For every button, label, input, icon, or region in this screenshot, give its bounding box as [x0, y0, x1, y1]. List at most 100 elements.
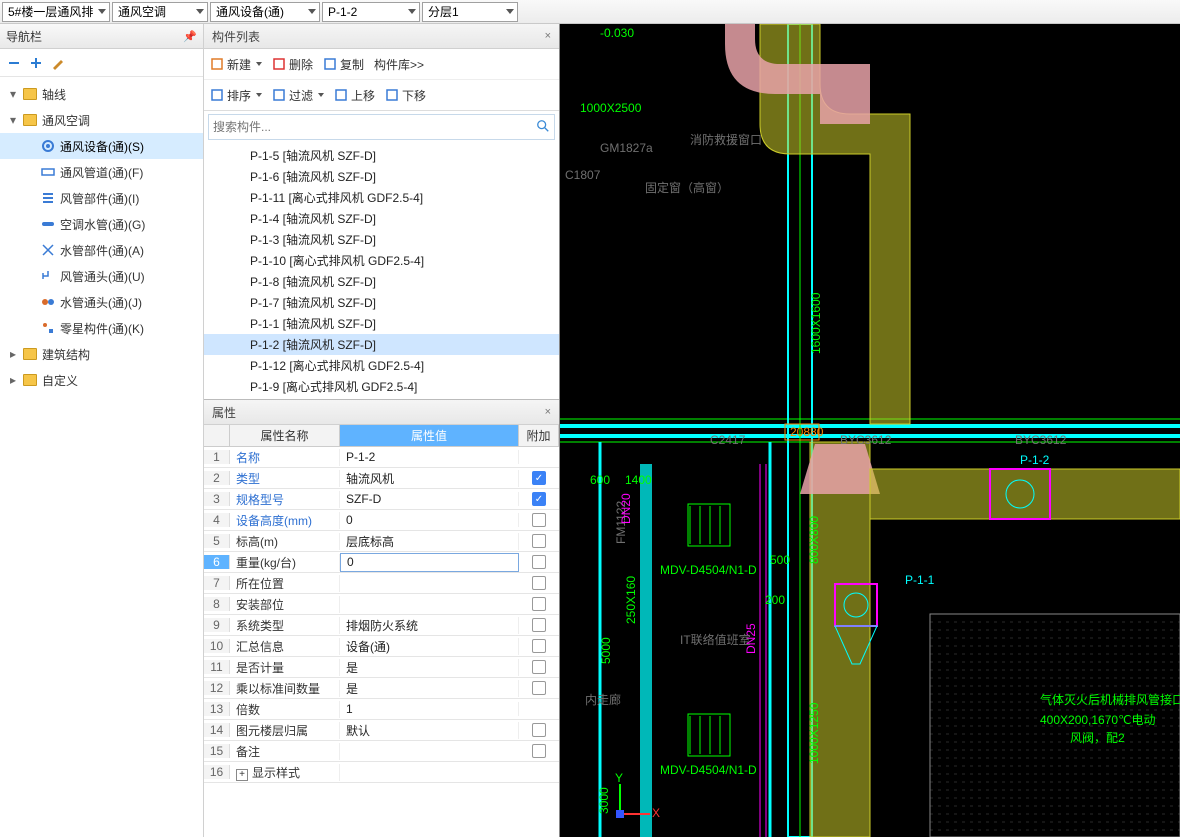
component-item[interactable]: P-1-1 [轴流风机 SZF-D]	[204, 313, 559, 334]
component-item[interactable]: P-1-5 [轴流风机 SZF-D]	[204, 145, 559, 166]
property-row[interactable]: 3规格型号SZF-D	[204, 489, 559, 510]
search-input[interactable]	[213, 116, 536, 138]
svg-text:Y: Y	[615, 771, 623, 785]
filter-button[interactable]: 过滤	[272, 84, 324, 106]
tree-custom[interactable]: ▸自定义	[0, 367, 203, 393]
component-item[interactable]: P-1-2 [轴流风机 SZF-D]	[204, 334, 559, 355]
copy-button[interactable]: 复制	[323, 53, 364, 75]
property-row[interactable]: 9系统类型排烟防火系统	[204, 615, 559, 636]
tree-duct-fitting[interactable]: 风管通头(通)(U)	[0, 263, 203, 289]
tree-hvac-duct[interactable]: 通风管道(通)(F)	[0, 159, 203, 185]
tree-hvac[interactable]: ▾通风空调	[0, 107, 203, 133]
checkbox-icon[interactable]	[532, 492, 546, 506]
component-item[interactable]: P-1-8 [轴流风机 SZF-D]	[204, 271, 559, 292]
checkbox-icon[interactable]	[532, 555, 546, 569]
close-icon[interactable]: ×	[545, 30, 551, 42]
component-item[interactable]: P-1-3 [轴流风机 SZF-D]	[204, 229, 559, 250]
component-toolbar-2: 排序过滤上移下移	[204, 80, 559, 111]
svg-text:600: 600	[590, 473, 610, 487]
checkbox-icon[interactable]	[532, 471, 546, 485]
cad-canvas[interactable]: YX-0.0301000X2500GM1827aC1807消防救援窗口固定窗（高…	[560, 24, 1180, 837]
svg-text:MDV-D4504/N1-D: MDV-D4504/N1-D	[660, 763, 757, 777]
property-row[interactable]: 4设备高度(mm)0	[204, 510, 559, 531]
movedown-button[interactable]: 下移	[385, 84, 426, 106]
property-row[interactable]: 12乘以标准间数量是	[204, 678, 559, 699]
expand-icon[interactable]: ▾	[10, 113, 22, 127]
expand-all-icon[interactable]	[28, 55, 44, 71]
navigator-tools	[0, 49, 203, 77]
expand-icon[interactable]: ▾	[10, 87, 22, 101]
moveup-button[interactable]: 上移	[334, 84, 375, 106]
svg-text:250X160: 250X160	[624, 576, 638, 624]
library-button[interactable]: 构件库>>	[374, 53, 424, 75]
tree-pipe-part[interactable]: 水管部件(通)(A)	[0, 237, 203, 263]
component-item[interactable]: P-1-6 [轴流风机 SZF-D]	[204, 166, 559, 187]
checkbox-icon[interactable]	[532, 744, 546, 758]
component-item[interactable]: P-1-4 [轴流风机 SZF-D]	[204, 208, 559, 229]
combo-4[interactable]: 分层1	[422, 2, 518, 22]
tree-duct-part[interactable]: 风管部件(通)(I)	[0, 185, 203, 211]
combo-0[interactable]: 5#楼一层通风排	[2, 2, 110, 22]
component-item[interactable]: P-1-9 [离心式排风机 GDF2.5-4]	[204, 376, 559, 397]
tree-ac-pipe[interactable]: 空调水管(通)(G)	[0, 211, 203, 237]
checkbox-icon[interactable]	[532, 723, 546, 737]
tree-pipe-fitting[interactable]: 水管通头(通)(J)	[0, 289, 203, 315]
component-item[interactable]: P-1-11 [离心式排风机 GDF2.5-4]	[204, 187, 559, 208]
tree-axis[interactable]: ▾轴线	[0, 81, 203, 107]
checkbox-icon[interactable]	[532, 597, 546, 611]
delete-button[interactable]: 删除	[272, 53, 313, 75]
collapse-all-icon[interactable]	[6, 55, 22, 71]
part-icon	[40, 190, 56, 206]
property-row[interactable]: 8安装部位	[204, 594, 559, 615]
property-row[interactable]: 16+显示样式	[204, 762, 559, 783]
checkbox-icon[interactable]	[532, 534, 546, 548]
property-row[interactable]: 1名称P-1-2	[204, 447, 559, 468]
sort-button[interactable]: 排序	[210, 84, 262, 106]
property-row[interactable]: 15备注	[204, 741, 559, 762]
property-row[interactable]: 10汇总信息设备(通)	[204, 636, 559, 657]
combo-3[interactable]: P-1-2	[322, 2, 420, 22]
new-button[interactable]: 新建	[210, 53, 262, 75]
pin-icon[interactable]: 📌	[183, 30, 197, 43]
col-value[interactable]: 属性值	[340, 425, 519, 446]
component-toolbar-1: 新建删除复制构件库>>	[204, 49, 559, 80]
svg-text:-0.030: -0.030	[600, 26, 634, 40]
checkbox-icon[interactable]	[532, 681, 546, 695]
checkbox-icon[interactable]	[532, 513, 546, 527]
combo-1[interactable]: 通风空调	[112, 2, 208, 22]
col-name[interactable]: 属性名称	[230, 425, 340, 446]
checkbox-icon[interactable]	[532, 576, 546, 590]
property-row[interactable]: 7所在位置	[204, 573, 559, 594]
property-row[interactable]: 11是否计量是	[204, 657, 559, 678]
tree-misc[interactable]: 零星构件(通)(K)	[0, 315, 203, 341]
search-row	[208, 114, 555, 140]
component-item[interactable]: P-1-12 [离心式排风机 GDF2.5-4]	[204, 355, 559, 376]
combo-2[interactable]: 通风设备(通)	[210, 2, 320, 22]
expand-icon[interactable]: ▸	[10, 347, 22, 361]
component-item[interactable]: P-1-10 [离心式排风机 GDF2.5-4]	[204, 250, 559, 271]
checkbox-icon[interactable]	[532, 660, 546, 674]
tree-building[interactable]: ▸建筑结构	[0, 341, 203, 367]
component-item[interactable]: P-1-7 [轴流风机 SZF-D]	[204, 292, 559, 313]
svg-text:20880: 20880	[790, 425, 824, 439]
edit-icon[interactable]	[50, 55, 66, 71]
close-icon[interactable]: ×	[545, 406, 551, 418]
property-row[interactable]: 5标高(m)层底标高	[204, 531, 559, 552]
navigator-panel: 导航栏 📌 ▾轴线▾通风空调通风设备(通)(S)通风管道(通)(F)风管部件(通…	[0, 24, 204, 837]
pfitting-icon	[40, 294, 56, 310]
property-row[interactable]: 6重量(kg/台)0	[204, 552, 559, 573]
checkbox-icon[interactable]	[532, 639, 546, 653]
svg-text:内走廊: 内走廊	[585, 692, 621, 707]
property-row[interactable]: 13倍数1	[204, 699, 559, 720]
tree-hvac-device[interactable]: 通风设备(通)(S)	[0, 133, 203, 159]
property-grid: 属性名称 属性值 附加 1名称P-1-22类型轴流风机3规格型号SZF-D4设备…	[204, 425, 559, 837]
property-row[interactable]: 2类型轴流风机	[204, 468, 559, 489]
col-extra[interactable]: 附加	[519, 425, 559, 446]
search-icon[interactable]	[536, 119, 550, 136]
svg-text:GM1827a: GM1827a	[600, 141, 653, 155]
property-row[interactable]: 14图元楼层归属默认	[204, 720, 559, 741]
svg-text:BYC3612: BYC3612	[840, 433, 892, 447]
svg-text:固定窗（高窗）: 固定窗（高窗）	[645, 180, 729, 195]
checkbox-icon[interactable]	[532, 618, 546, 632]
expand-icon[interactable]: ▸	[10, 373, 22, 387]
